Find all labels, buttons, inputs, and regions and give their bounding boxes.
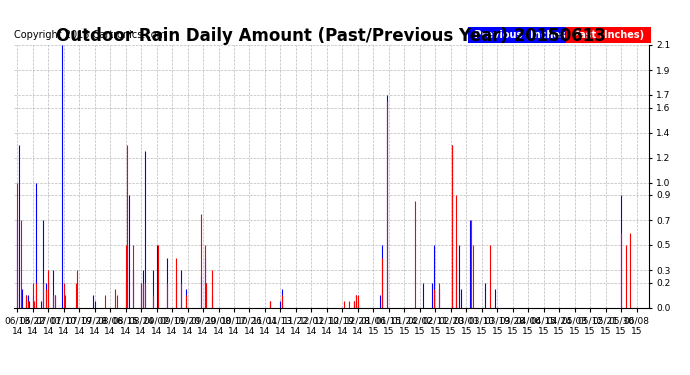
Text: Copyright 2015 Cartronics.com: Copyright 2015 Cartronics.com — [14, 30, 166, 40]
Text: Past (Inches): Past (Inches) — [569, 30, 648, 40]
Text: Previous (Inches): Previous (Inches) — [471, 30, 573, 40]
Title: Outdoor Rain Daily Amount (Past/Previous Year) 20150613: Outdoor Rain Daily Amount (Past/Previous… — [57, 27, 606, 45]
